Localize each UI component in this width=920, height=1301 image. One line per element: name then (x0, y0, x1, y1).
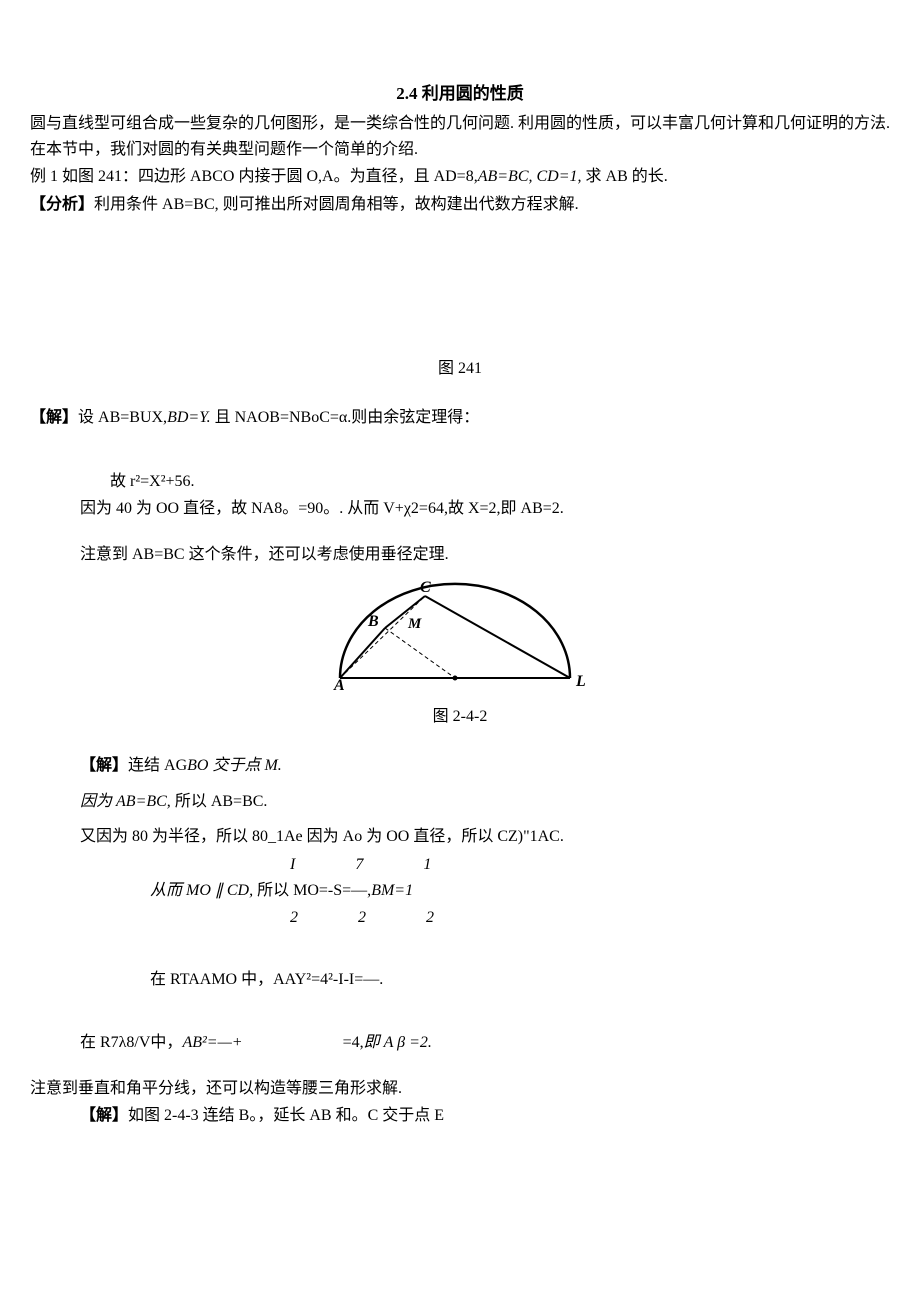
label-m: M (407, 616, 422, 632)
solution-2-line-2a: 因为 (80, 793, 116, 810)
figure-242: A B C M L (30, 578, 890, 698)
solution-2-line-2: 因为 AB=BC, 所以 AB=BC. (30, 789, 890, 815)
solution-2-line-6d: 即 A β =2. (364, 1030, 432, 1056)
solution-1-a: 设 AB=BUX, (78, 409, 167, 426)
intro-paragraph: 圆与直线型可组合成一些复杂的几何图形，是一类综合性的几何问题. 利用圆的性质，可… (30, 111, 890, 162)
solution-2-line-6a: 在 R7λ8/V中， (80, 1030, 182, 1056)
section-title: 2.4 利用圆的性质 (30, 80, 890, 107)
solution-3-label: 【解】 (80, 1107, 128, 1124)
solution-3-line: 【解】如图 2-4-3 连结 B。，延长 AB 和。C 交于点 E (30, 1103, 890, 1129)
label-a: A (333, 677, 345, 694)
solution-2-label: 【解】 (80, 757, 128, 774)
label-b: B (367, 613, 379, 630)
label-c: C (420, 579, 431, 596)
fraction-top-row: I 7 1 (30, 852, 890, 878)
frac-bot-a: 2 (290, 905, 298, 931)
solution-2-line-4b: 所以 MO=-S=—, (253, 882, 371, 899)
solution-2-line-6b: AB²=—+ (182, 1030, 242, 1056)
frac-top-a: I (290, 852, 295, 878)
solution-2-line-4a: 从而 MO ∥ CD, (150, 882, 253, 899)
figure-242-caption: 图 2-4-2 (30, 704, 890, 730)
solution-2-line-4c: BM=1 (371, 882, 413, 899)
solution-2-line-5: 在 RTAAMO 中，AAY²=4²-I-I=—. (30, 967, 890, 993)
analysis-text: 利用条件 AB=BC, 则可推出所对圆周角相等，故构建出代数方程求解. (94, 196, 579, 213)
example-1-italic: AB=BC, CD=1, (478, 168, 582, 185)
frac-bot-c: 2 (426, 905, 434, 931)
solution-2-line-1: 【解】连结 AGBO 交于点 M. (30, 753, 890, 779)
analysis-line: 【分析】利用条件 AB=BC, 则可推出所对圆周角相等，故构建出代数方程求解. (30, 192, 890, 218)
solution-2-a: 连结 AG (128, 757, 187, 774)
solution-1-line-1: 【解】设 AB=BUX,BD=Y. 且 NAOB=NBoC=α.则由余弦定理得： (30, 405, 890, 431)
solution-2-line-4: 从而 MO ∥ CD, 所以 MO=-S=—,BM=1 (30, 878, 890, 904)
solution-1-c: 且 NAOB=NBoC=α.则由余弦定理得： (211, 409, 480, 426)
frac-top-c: 1 (423, 852, 431, 878)
fraction-bottom-row: 2 2 2 (30, 905, 890, 931)
solution-2-line-2b: AB=BC, (116, 793, 171, 810)
solution-1-b: BD=Y. (167, 409, 211, 426)
solution-1-line-2: 故 r²=X²+56. (30, 469, 890, 495)
solution-2-line-3: 又因为 80 为半径，所以 80_1Ae 因为 Ao 为 OO 直径，所以 CZ… (30, 824, 890, 850)
solution-1-note: 注意到 AB=BC 这个条件，还可以考虑使用垂径定理. (30, 542, 890, 568)
analysis-label: 【分析】 (30, 196, 94, 213)
example-1: 例 1 如图 241：四边形 ABCO 内接于圆 O,A。为直径，且 AD=8,… (30, 164, 890, 190)
frac-top-b: 7 (355, 852, 363, 878)
solution-2-line-2c: 所以 AB=BC. (171, 793, 268, 810)
figure-241-placeholder (30, 220, 890, 350)
solution-2-line-6c: =4, (343, 1030, 364, 1056)
solution-1-label: 【解】 (30, 409, 78, 426)
frac-bot-b: 2 (358, 905, 366, 931)
example-1-part-a: 例 1 如图 241：四边形 ABCO 内接于圆 O,A。为直径，且 AD=8, (30, 168, 478, 185)
solution-2-b: BO 交于点 M. (187, 757, 282, 774)
solution-2-line-6: 在 R7λ8/V中， AB²=—+ =4, 即 A β =2. (30, 1030, 890, 1056)
example-1-part-c: 求 AB 的长. (582, 168, 668, 185)
solution-2-note: 注意到垂直和角平分线，还可以构造等腰三角形求解. (30, 1076, 890, 1102)
solution-3-text: 如图 2-4-3 连结 B。，延长 AB 和。C 交于点 E (128, 1107, 444, 1124)
label-l: L (575, 673, 586, 690)
solution-1-line-3: 因为 40 为 OO 直径，故 NA8。=90。. 从而 V+χ2=64,故 X… (30, 496, 890, 522)
figure-241-caption: 图 241 (30, 356, 890, 382)
